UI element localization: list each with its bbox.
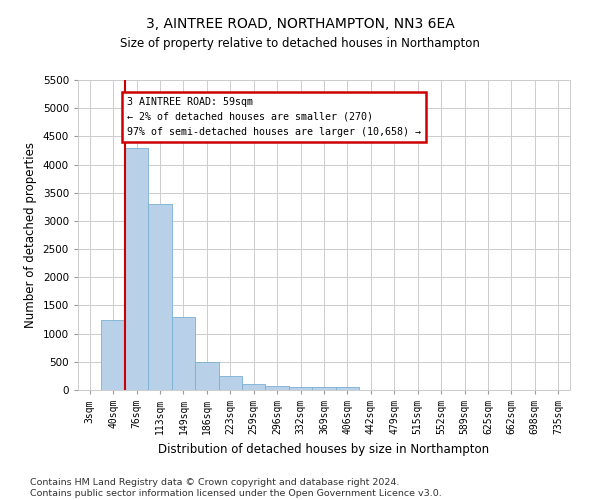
Text: Size of property relative to detached houses in Northampton: Size of property relative to detached ho… (120, 38, 480, 51)
Bar (218, 376, 242, 390)
Text: 3, AINTREE ROAD, NORTHAMPTON, NN3 6EA: 3, AINTREE ROAD, NORTHAMPTON, NN3 6EA (146, 18, 454, 32)
Bar (265, 386, 289, 390)
Bar (336, 387, 359, 390)
Bar (148, 204, 172, 390)
Bar (312, 387, 336, 390)
Y-axis label: Number of detached properties: Number of detached properties (24, 142, 37, 328)
Text: Contains HM Land Registry data © Crown copyright and database right 2024.
Contai: Contains HM Land Registry data © Crown c… (30, 478, 442, 498)
Bar (101, 320, 125, 390)
X-axis label: Distribution of detached houses by size in Northampton: Distribution of detached houses by size … (158, 442, 490, 456)
Bar (195, 362, 218, 390)
Bar (172, 316, 195, 390)
Text: 3 AINTREE ROAD: 59sqm
← 2% of detached houses are smaller (270)
97% of semi-deta: 3 AINTREE ROAD: 59sqm ← 2% of detached h… (127, 97, 421, 136)
Bar (289, 387, 312, 390)
Bar (242, 384, 265, 390)
Bar (125, 148, 148, 390)
